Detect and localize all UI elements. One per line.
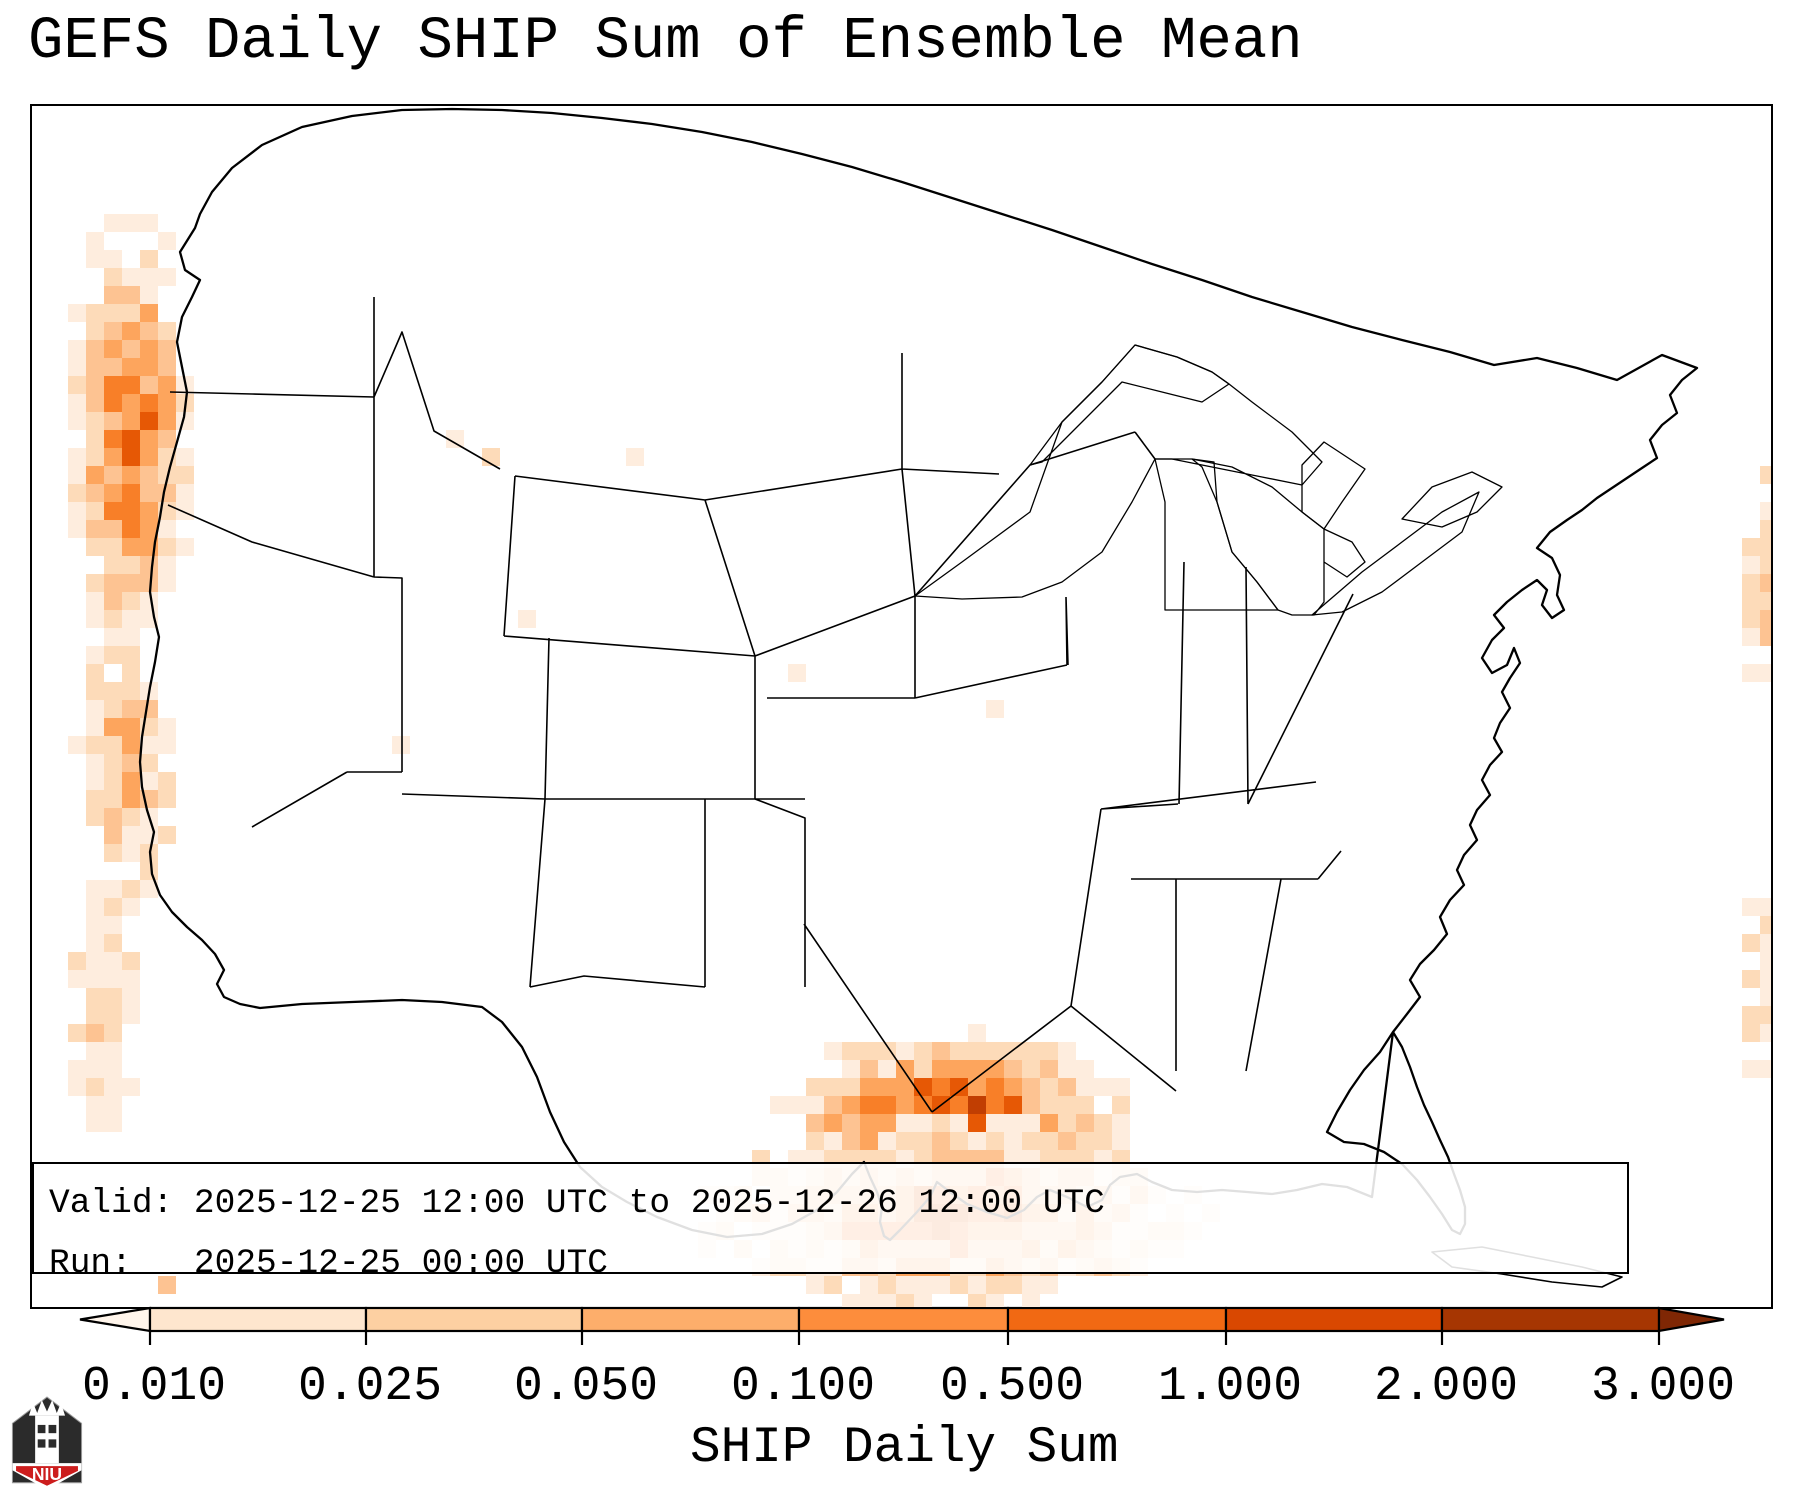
svg-text:NIU: NIU	[32, 1464, 62, 1484]
